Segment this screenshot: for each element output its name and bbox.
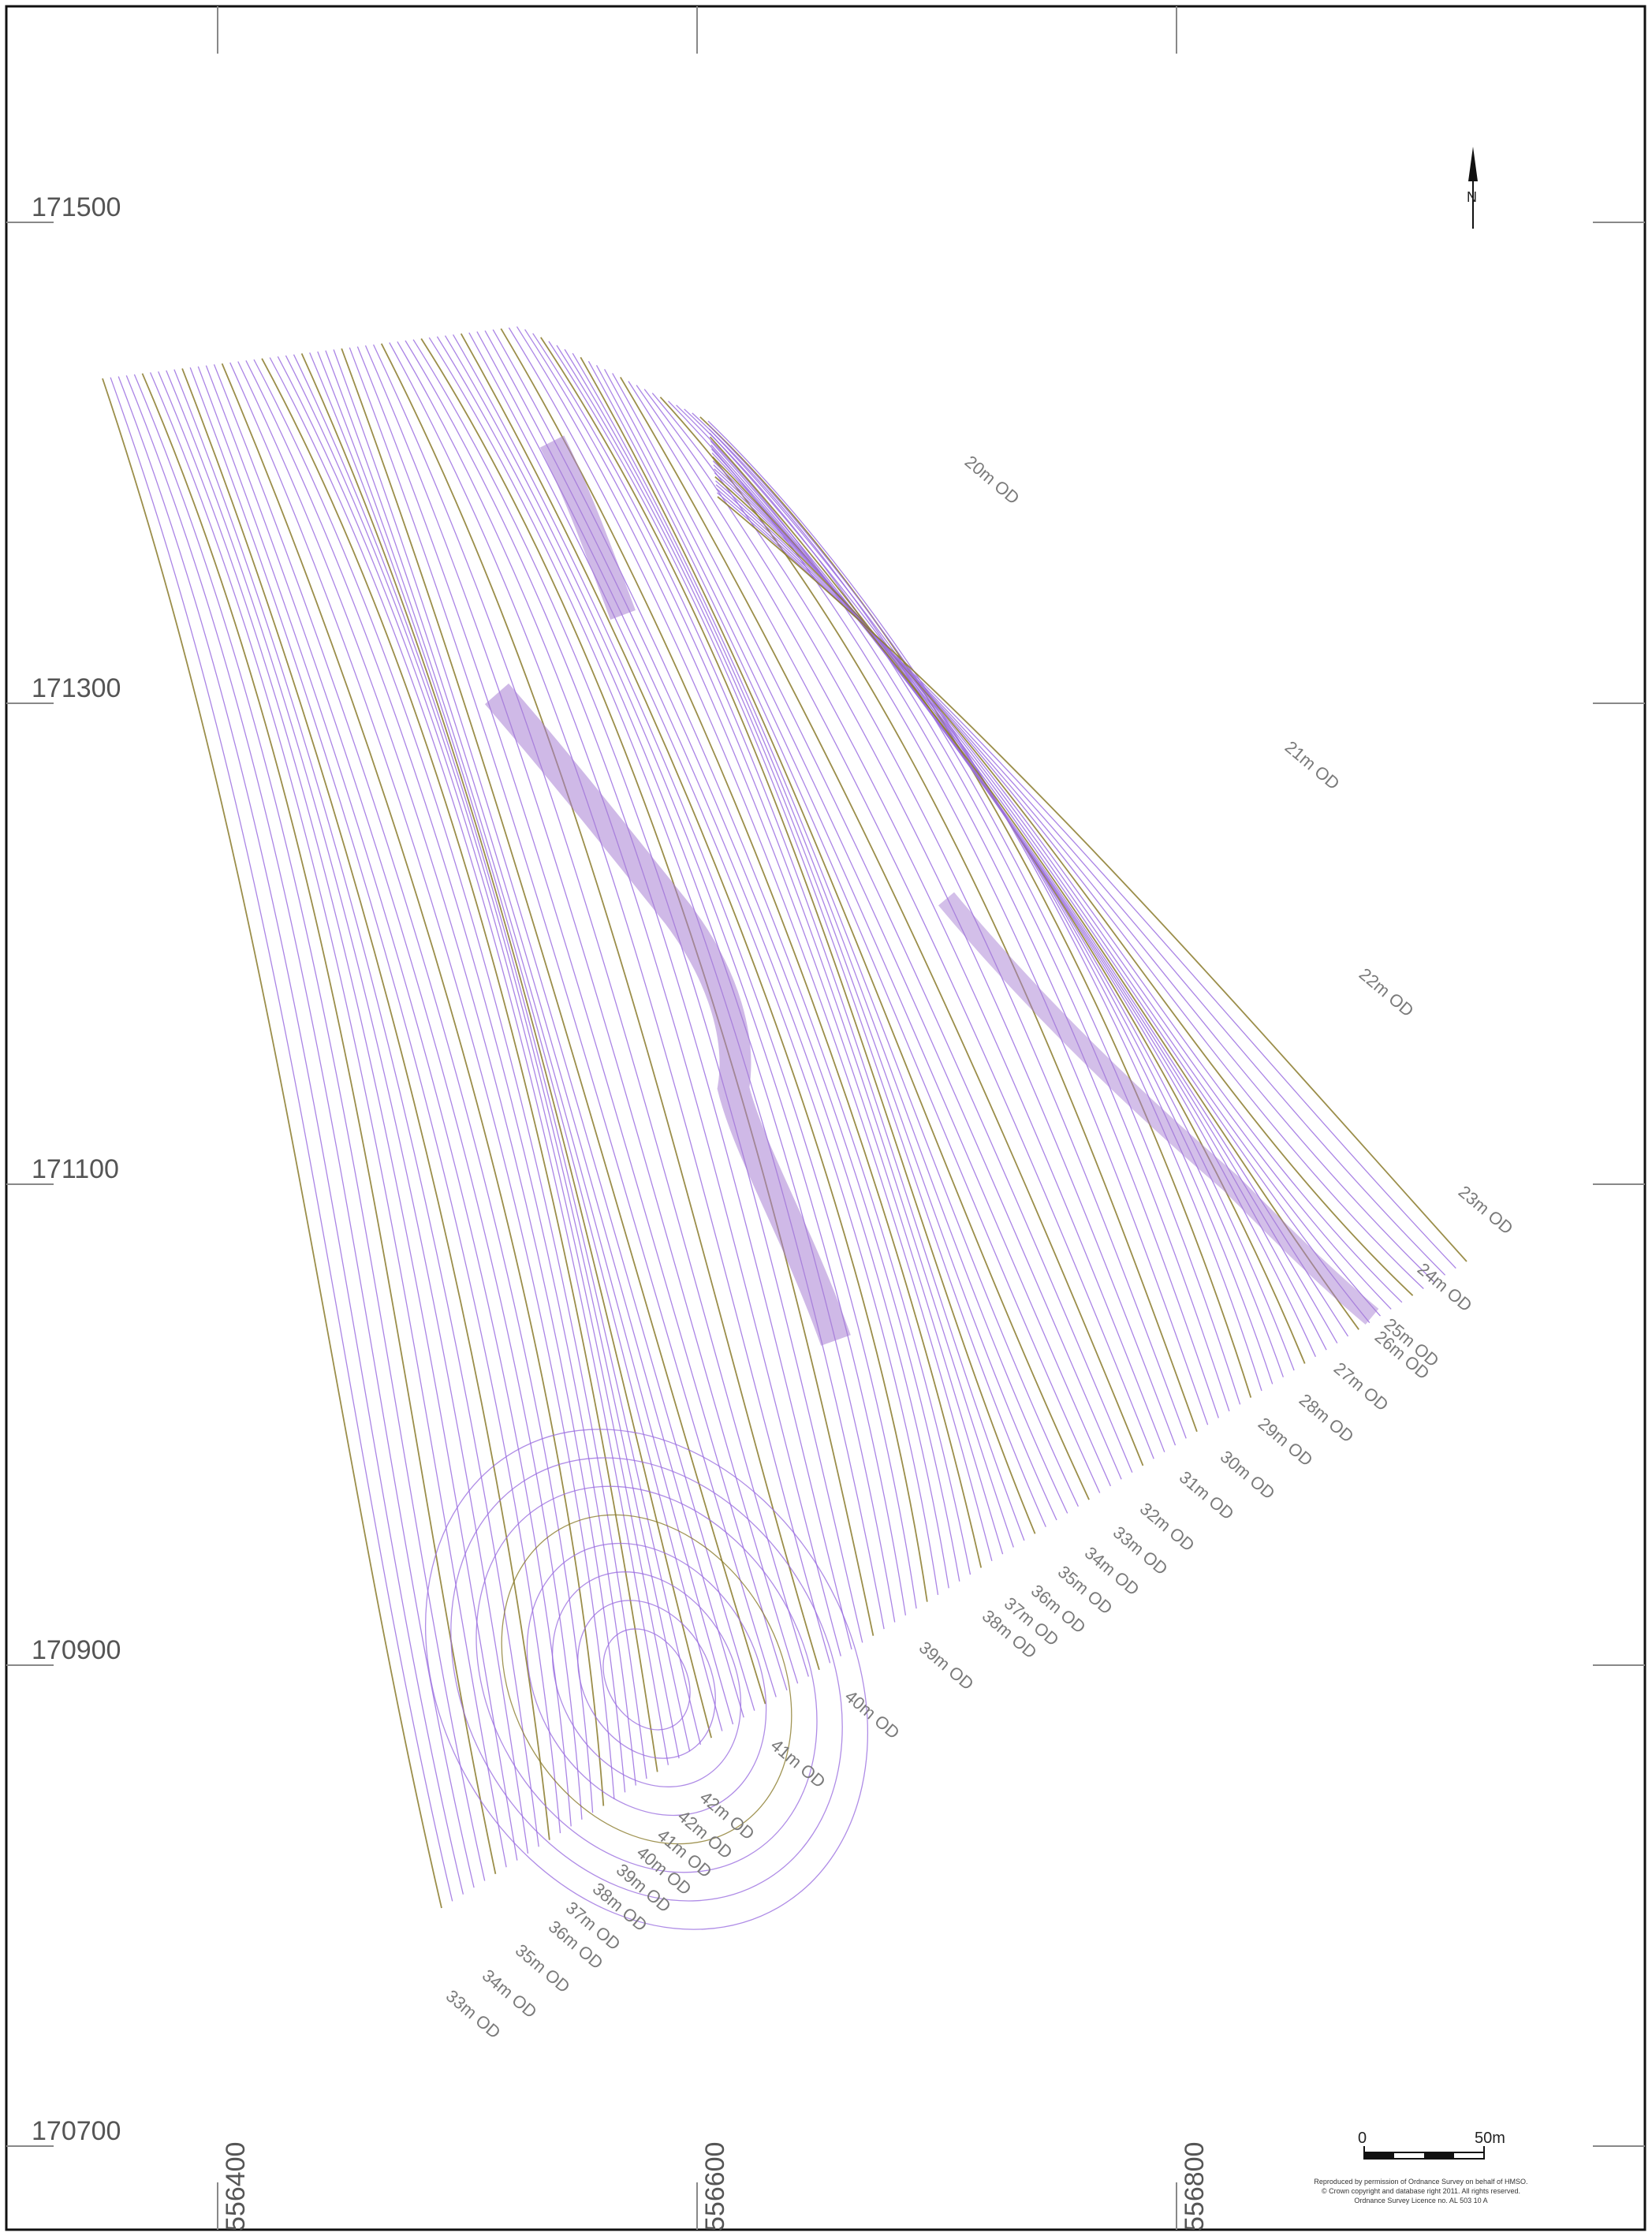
- north-label: N: [1467, 189, 1477, 205]
- contour-line: [110, 378, 453, 1902]
- northing-label: 170700: [32, 2116, 121, 2146]
- easting-label: 556800: [1180, 2142, 1210, 2231]
- contour-line: [254, 360, 647, 1779]
- contour-line: [429, 337, 884, 1629]
- index-contour-line: [182, 368, 550, 1839]
- contour-line: [206, 366, 582, 1820]
- contour-line: [166, 371, 528, 1854]
- earthworks: [497, 442, 1372, 1340]
- hilltop-contour: [586, 1613, 708, 1746]
- contour-line: [294, 355, 701, 1745]
- map-frame: [6, 6, 1645, 2230]
- index-contour-line: [143, 374, 496, 1874]
- contour-line: [158, 371, 517, 1860]
- south-contour-labels: 42m OD 42m OD 41m OD 40m OD 39m OD 38m O…: [442, 1787, 759, 2043]
- contour-label: 31m OD: [1176, 1467, 1238, 1524]
- contour-label: 20m OD: [961, 452, 1024, 509]
- grid-ticks: [6, 6, 1645, 2230]
- contour-line: [652, 393, 1186, 1439]
- contour-label: 39m OD: [915, 1638, 978, 1694]
- hollow-way: [552, 442, 623, 615]
- north-arrow: N: [1467, 147, 1478, 229]
- northing-label: 170900: [32, 1635, 121, 1665]
- copyright-notice: Reproduced by permission of Ordnance Sur…: [1314, 2178, 1527, 2204]
- easting-label: 556400: [221, 2142, 251, 2231]
- contour-line: [151, 372, 506, 1867]
- contour-line: [453, 334, 917, 1608]
- contour-line: [525, 330, 1014, 1548]
- contour-line: [717, 493, 1456, 1269]
- north-arrow-icon: [1468, 147, 1478, 181]
- contour-line: [318, 352, 733, 1724]
- contour-line: [713, 461, 1370, 1323]
- contour-line: [326, 351, 744, 1718]
- contour-line: [565, 349, 1068, 1513]
- hilltop-contour: [550, 1575, 744, 1783]
- copyright-line: Ordnance Survey Licence no. AL 503 10 A: [1354, 2197, 1487, 2204]
- contour-line: [669, 401, 1208, 1425]
- contour-label: 40m OD: [841, 1686, 904, 1743]
- contour-label: 24m OD: [1414, 1259, 1476, 1316]
- scale-end-label: 50m: [1475, 2130, 1505, 2147]
- contour-line: [716, 485, 1434, 1282]
- contour-label: 28m OD: [1296, 1390, 1358, 1447]
- easting-label: 556600: [700, 2142, 730, 2231]
- contour-label: 30m OD: [1217, 1447, 1279, 1504]
- scale-bar: 0 50m: [1358, 2130, 1505, 2159]
- index-contour-line: [222, 363, 604, 1806]
- northing-label: 171100: [32, 1154, 119, 1184]
- hollow-way: [497, 694, 836, 1340]
- contour-line: [493, 330, 970, 1575]
- contour-line: [334, 349, 755, 1710]
- index-contour-line: [715, 477, 1413, 1296]
- copyright-line: Reproduced by permission of Ordnance Sur…: [1314, 2178, 1527, 2186]
- copyright-line: © Crown copyright and database right 201…: [1322, 2187, 1520, 2195]
- northing-label: 171500: [32, 192, 121, 222]
- contour-label: 27m OD: [1330, 1358, 1393, 1415]
- index-contour-line: [103, 378, 442, 1908]
- north-contour-labels: 20m OD 21m OD 22m OD 23m OD 24m OD 25m O…: [767, 452, 1517, 1792]
- contour-label: 21m OD: [1281, 737, 1344, 794]
- contour-label: 29m OD: [1255, 1414, 1317, 1470]
- northing-label: 171300: [32, 673, 121, 703]
- contour-label: 23m OD: [1455, 1182, 1517, 1239]
- contour-label: 35m OD: [512, 1940, 574, 1997]
- scale-start-label: 0: [1358, 2130, 1367, 2147]
- contour-label: 22m OD: [1356, 964, 1418, 1021]
